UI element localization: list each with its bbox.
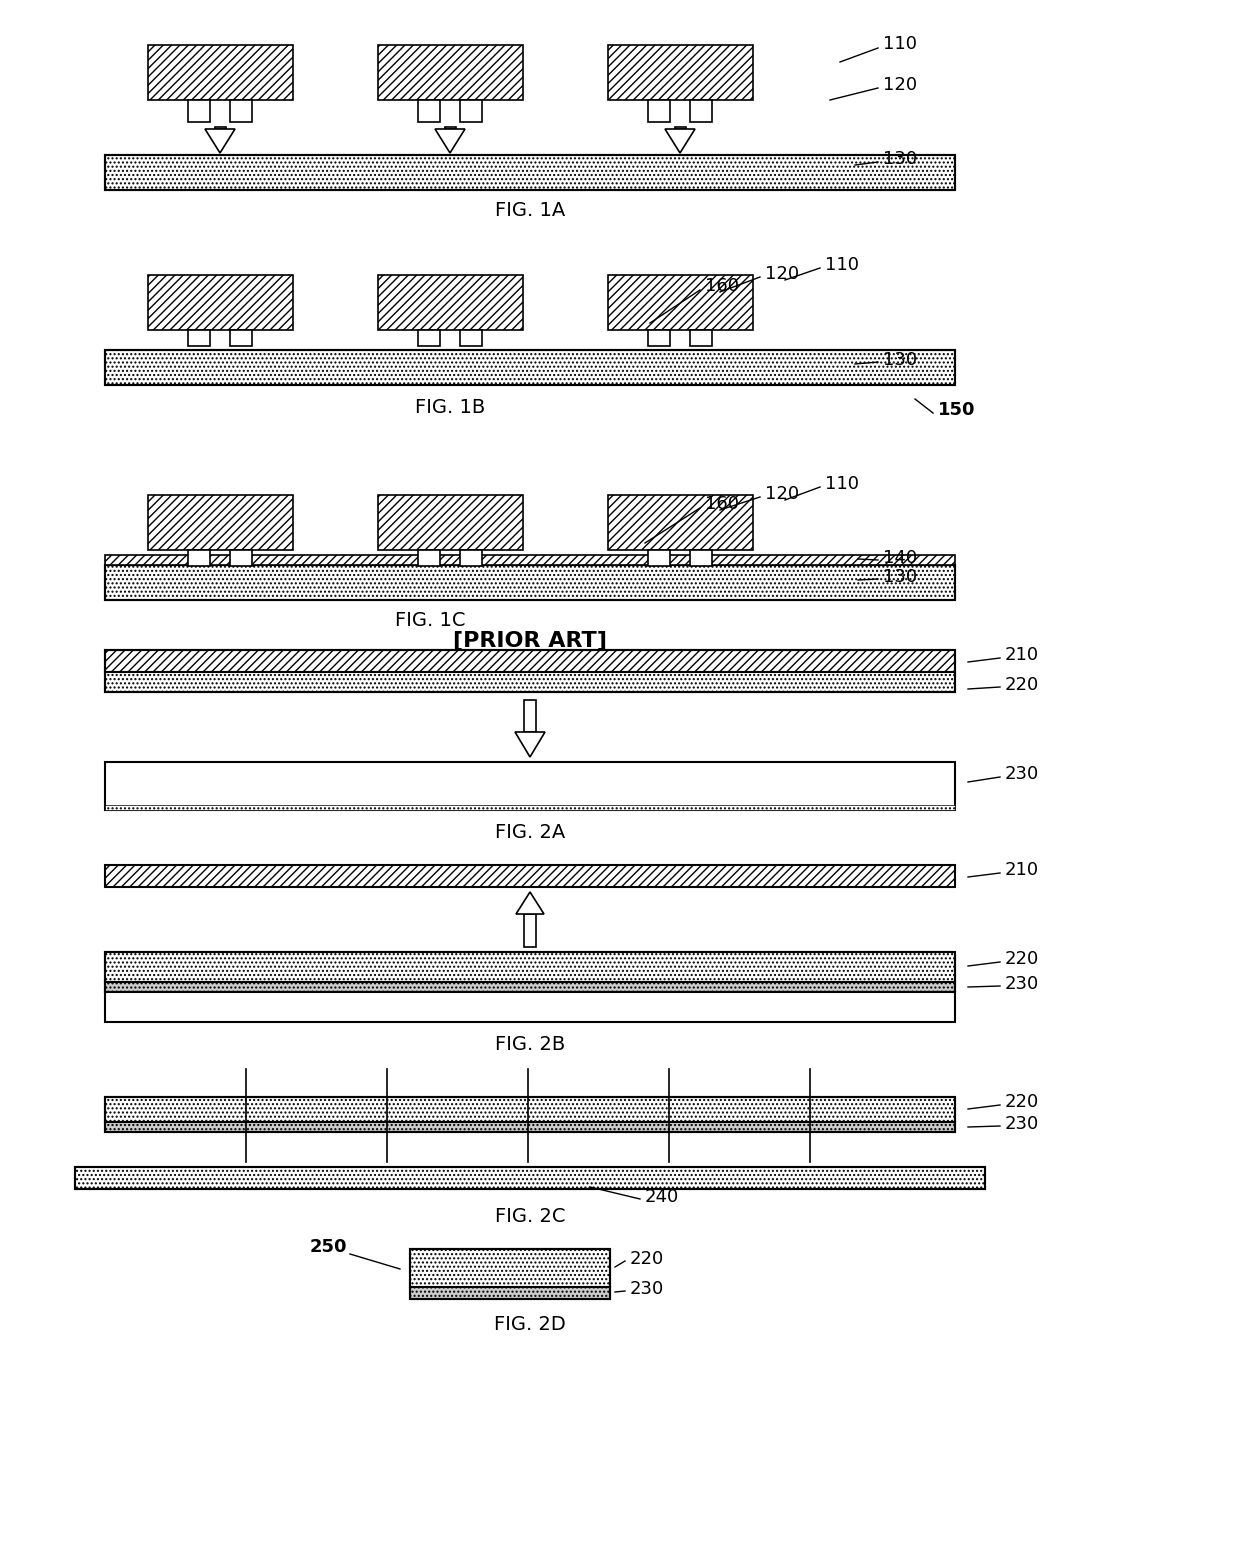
Text: 230: 230 <box>630 1279 665 1298</box>
Bar <box>378 45 523 100</box>
Bar <box>378 495 523 550</box>
Bar <box>229 100 252 122</box>
Bar <box>649 329 670 347</box>
Bar <box>105 866 955 887</box>
Bar <box>378 274 523 329</box>
Bar <box>608 45 753 100</box>
Bar <box>689 329 712 347</box>
Bar <box>148 495 293 550</box>
Bar <box>460 329 482 347</box>
Text: 150: 150 <box>937 401 976 419</box>
Bar <box>105 1098 955 1132</box>
Text: 230: 230 <box>1004 1115 1039 1134</box>
Text: FIG. 2A: FIG. 2A <box>495 823 565 842</box>
Bar <box>229 550 252 566</box>
Text: FIG. 1B: FIG. 1B <box>415 398 485 417</box>
Bar <box>148 274 293 329</box>
Bar <box>525 699 536 732</box>
Bar <box>74 1167 985 1189</box>
Text: FIG. 2D: FIG. 2D <box>494 1314 565 1333</box>
Text: 210: 210 <box>1004 861 1039 880</box>
Polygon shape <box>665 129 694 154</box>
Bar <box>649 100 670 122</box>
Bar <box>215 127 226 129</box>
Bar <box>444 127 455 129</box>
Bar <box>105 555 955 564</box>
Text: FIG. 1C: FIG. 1C <box>394 610 465 629</box>
Text: 110: 110 <box>825 256 859 274</box>
Bar <box>188 100 210 122</box>
Bar <box>675 127 686 129</box>
Polygon shape <box>515 732 546 757</box>
Text: 160: 160 <box>706 495 739 513</box>
Bar <box>608 274 753 329</box>
Text: 110: 110 <box>883 34 918 53</box>
Bar <box>418 100 440 122</box>
Text: 220: 220 <box>1004 950 1039 967</box>
Text: 220: 220 <box>1004 676 1039 695</box>
Text: [PRIOR ART]: [PRIOR ART] <box>453 630 608 651</box>
Bar <box>410 1250 610 1287</box>
Bar <box>105 673 955 691</box>
Text: 160: 160 <box>706 278 739 295</box>
Text: 110: 110 <box>825 475 859 492</box>
Bar <box>418 550 440 566</box>
Bar <box>105 1123 955 1132</box>
Bar <box>608 495 753 550</box>
Bar <box>188 550 210 566</box>
Polygon shape <box>205 129 236 154</box>
Bar <box>525 914 536 947</box>
Polygon shape <box>435 129 465 154</box>
Bar <box>105 993 955 1022</box>
Bar <box>460 550 482 566</box>
Text: 230: 230 <box>1004 765 1039 782</box>
Bar <box>689 100 712 122</box>
Text: 220: 220 <box>630 1250 665 1269</box>
Text: 220: 220 <box>1004 1093 1039 1112</box>
Bar <box>105 651 955 691</box>
Bar <box>105 804 955 811</box>
Bar <box>188 329 210 347</box>
Text: 250: 250 <box>310 1239 347 1256</box>
Text: FIG. 1A: FIG. 1A <box>495 201 565 220</box>
Bar <box>410 1287 610 1298</box>
Text: 120: 120 <box>765 265 799 282</box>
Bar <box>148 45 293 100</box>
Bar <box>105 350 955 386</box>
Bar <box>410 1250 610 1298</box>
Bar <box>74 1167 985 1189</box>
Bar <box>105 155 955 190</box>
Bar <box>105 564 955 601</box>
Bar <box>105 982 955 993</box>
Text: 230: 230 <box>1004 975 1039 993</box>
Bar <box>229 329 252 347</box>
Bar <box>105 1098 955 1123</box>
Text: 240: 240 <box>645 1189 680 1206</box>
Text: FIG. 2C: FIG. 2C <box>495 1207 565 1226</box>
Bar <box>418 329 440 347</box>
Bar <box>105 952 955 982</box>
Bar <box>460 100 482 122</box>
Bar <box>105 564 955 601</box>
Text: 140: 140 <box>883 549 918 568</box>
Text: 130: 130 <box>883 351 918 368</box>
Bar <box>649 550 670 566</box>
Bar <box>105 762 955 811</box>
Bar <box>105 155 955 190</box>
Text: FIG. 2B: FIG. 2B <box>495 1035 565 1054</box>
Text: 130: 130 <box>883 151 918 168</box>
Polygon shape <box>516 892 544 914</box>
Bar <box>105 651 955 673</box>
Bar <box>105 952 955 993</box>
Text: 210: 210 <box>1004 646 1039 663</box>
Bar <box>689 550 712 566</box>
Bar <box>105 350 955 386</box>
Text: 120: 120 <box>765 485 799 503</box>
Text: 130: 130 <box>883 568 918 586</box>
Text: 120: 120 <box>883 75 918 94</box>
